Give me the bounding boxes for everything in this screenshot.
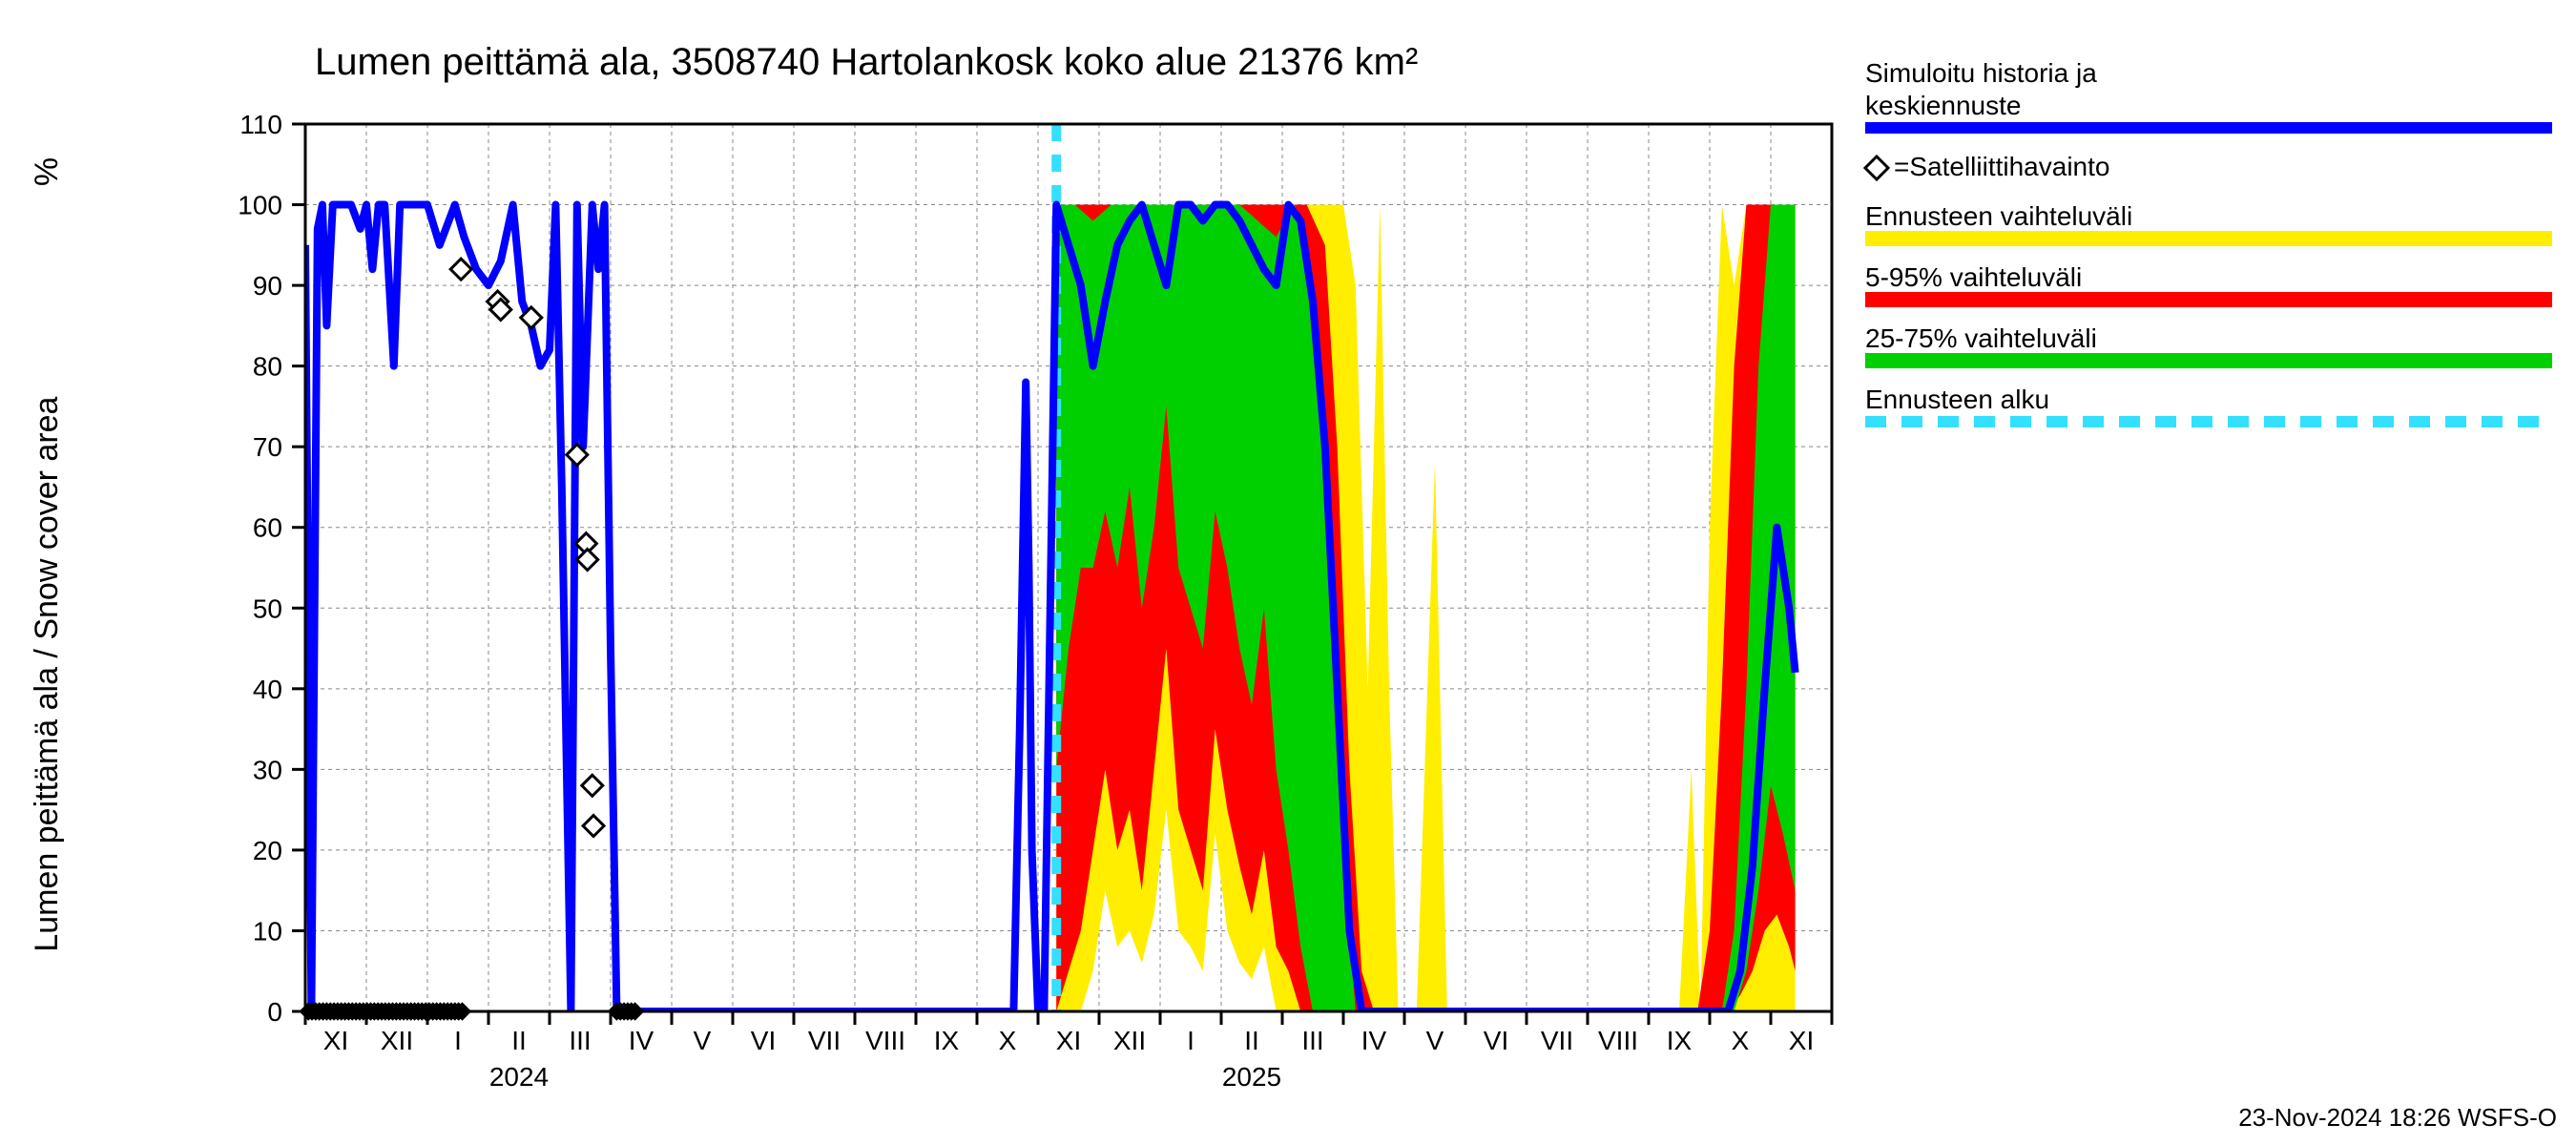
xtick-label: I bbox=[1187, 1026, 1195, 1055]
xtick-label: XI bbox=[1789, 1026, 1814, 1055]
svg-text:Lumen peittämä ala / Snow cove: Lumen peittämä ala / Snow cover area bbox=[29, 396, 65, 951]
xtick-label: VIII bbox=[1598, 1026, 1638, 1055]
ytick-label: 110 bbox=[239, 110, 282, 139]
svg-text:%: % bbox=[29, 157, 65, 186]
xtick-label: VI bbox=[751, 1026, 776, 1055]
xtick-label: IX bbox=[1667, 1026, 1693, 1055]
xtick-label: VI bbox=[1484, 1026, 1508, 1055]
xtick-label: III bbox=[1301, 1026, 1323, 1055]
chart-title: Lumen peittämä ala, 3508740 Hartolankosk… bbox=[315, 41, 1418, 83]
xtick-label: XII bbox=[381, 1026, 413, 1055]
ytick-label: 40 bbox=[253, 675, 282, 704]
xtick-label: X bbox=[999, 1026, 1017, 1055]
legend: Simuloitu historia ja keskiennuste =Satell… bbox=[1865, 58, 2552, 422]
ytick-label: 30 bbox=[253, 755, 282, 784]
legend-label: =Satelliittihavainto bbox=[1894, 152, 2109, 181]
xtick-label: V bbox=[694, 1026, 712, 1055]
ytick-label: 70 bbox=[253, 432, 282, 462]
xtick-label: IV bbox=[629, 1026, 654, 1055]
footer-text: 23-Nov-2024 18:26 WSFS-O bbox=[2238, 1103, 2557, 1132]
year-label: 2025 bbox=[1222, 1062, 1281, 1092]
legend-swatch bbox=[1865, 292, 2552, 307]
xtick-label: IV bbox=[1361, 1026, 1387, 1055]
xtick-label: XI bbox=[1056, 1026, 1081, 1055]
legend-label: Ennusteen vaihteluväli bbox=[1865, 201, 2132, 231]
ytick-label: 60 bbox=[253, 513, 282, 543]
legend-label: 5-95% vaihteluväli bbox=[1865, 262, 2082, 292]
ytick-label: 80 bbox=[253, 352, 282, 382]
ytick-label: 0 bbox=[267, 997, 282, 1027]
legend-marker-icon bbox=[1865, 156, 1888, 179]
xtick-label: II bbox=[511, 1026, 527, 1055]
legend-swatch bbox=[1865, 353, 2552, 368]
ylabel: Lumen peittämä ala / Snow cover area% bbox=[29, 157, 65, 952]
year-label: 2024 bbox=[489, 1062, 549, 1092]
ytick-label: 90 bbox=[253, 271, 282, 301]
ytick-label: 100 bbox=[238, 191, 282, 220]
xtick-label: II bbox=[1244, 1026, 1259, 1055]
chart-container: 0102030405060708090100110XIXIIIIIIIIIVVV… bbox=[0, 0, 2576, 1145]
legend-swatch bbox=[1865, 231, 2552, 246]
xtick-label: VII bbox=[1541, 1026, 1573, 1055]
ytick-label: 50 bbox=[253, 593, 282, 623]
ytick-label: 20 bbox=[253, 836, 282, 865]
legend-label: Simuloitu historia ja bbox=[1865, 58, 2097, 88]
xtick-label: I bbox=[454, 1026, 462, 1055]
xtick-label: X bbox=[1732, 1026, 1750, 1055]
xtick-label: XI bbox=[323, 1026, 348, 1055]
ytick-label: 10 bbox=[253, 916, 282, 946]
xtick-label: III bbox=[569, 1026, 591, 1055]
legend-label: 25-75% vaihteluväli bbox=[1865, 323, 2097, 353]
legend-label: keskiennuste bbox=[1865, 91, 2021, 120]
legend-label: Ennusteen alku bbox=[1865, 385, 2049, 414]
xtick-label: VIII bbox=[865, 1026, 905, 1055]
xtick-label: VII bbox=[808, 1026, 841, 1055]
xtick-label: IX bbox=[934, 1026, 960, 1055]
chart-svg: 0102030405060708090100110XIXIIIIIIIIIVVV… bbox=[0, 0, 2576, 1145]
xtick-label: XII bbox=[1113, 1026, 1146, 1055]
xtick-label: V bbox=[1426, 1026, 1444, 1055]
